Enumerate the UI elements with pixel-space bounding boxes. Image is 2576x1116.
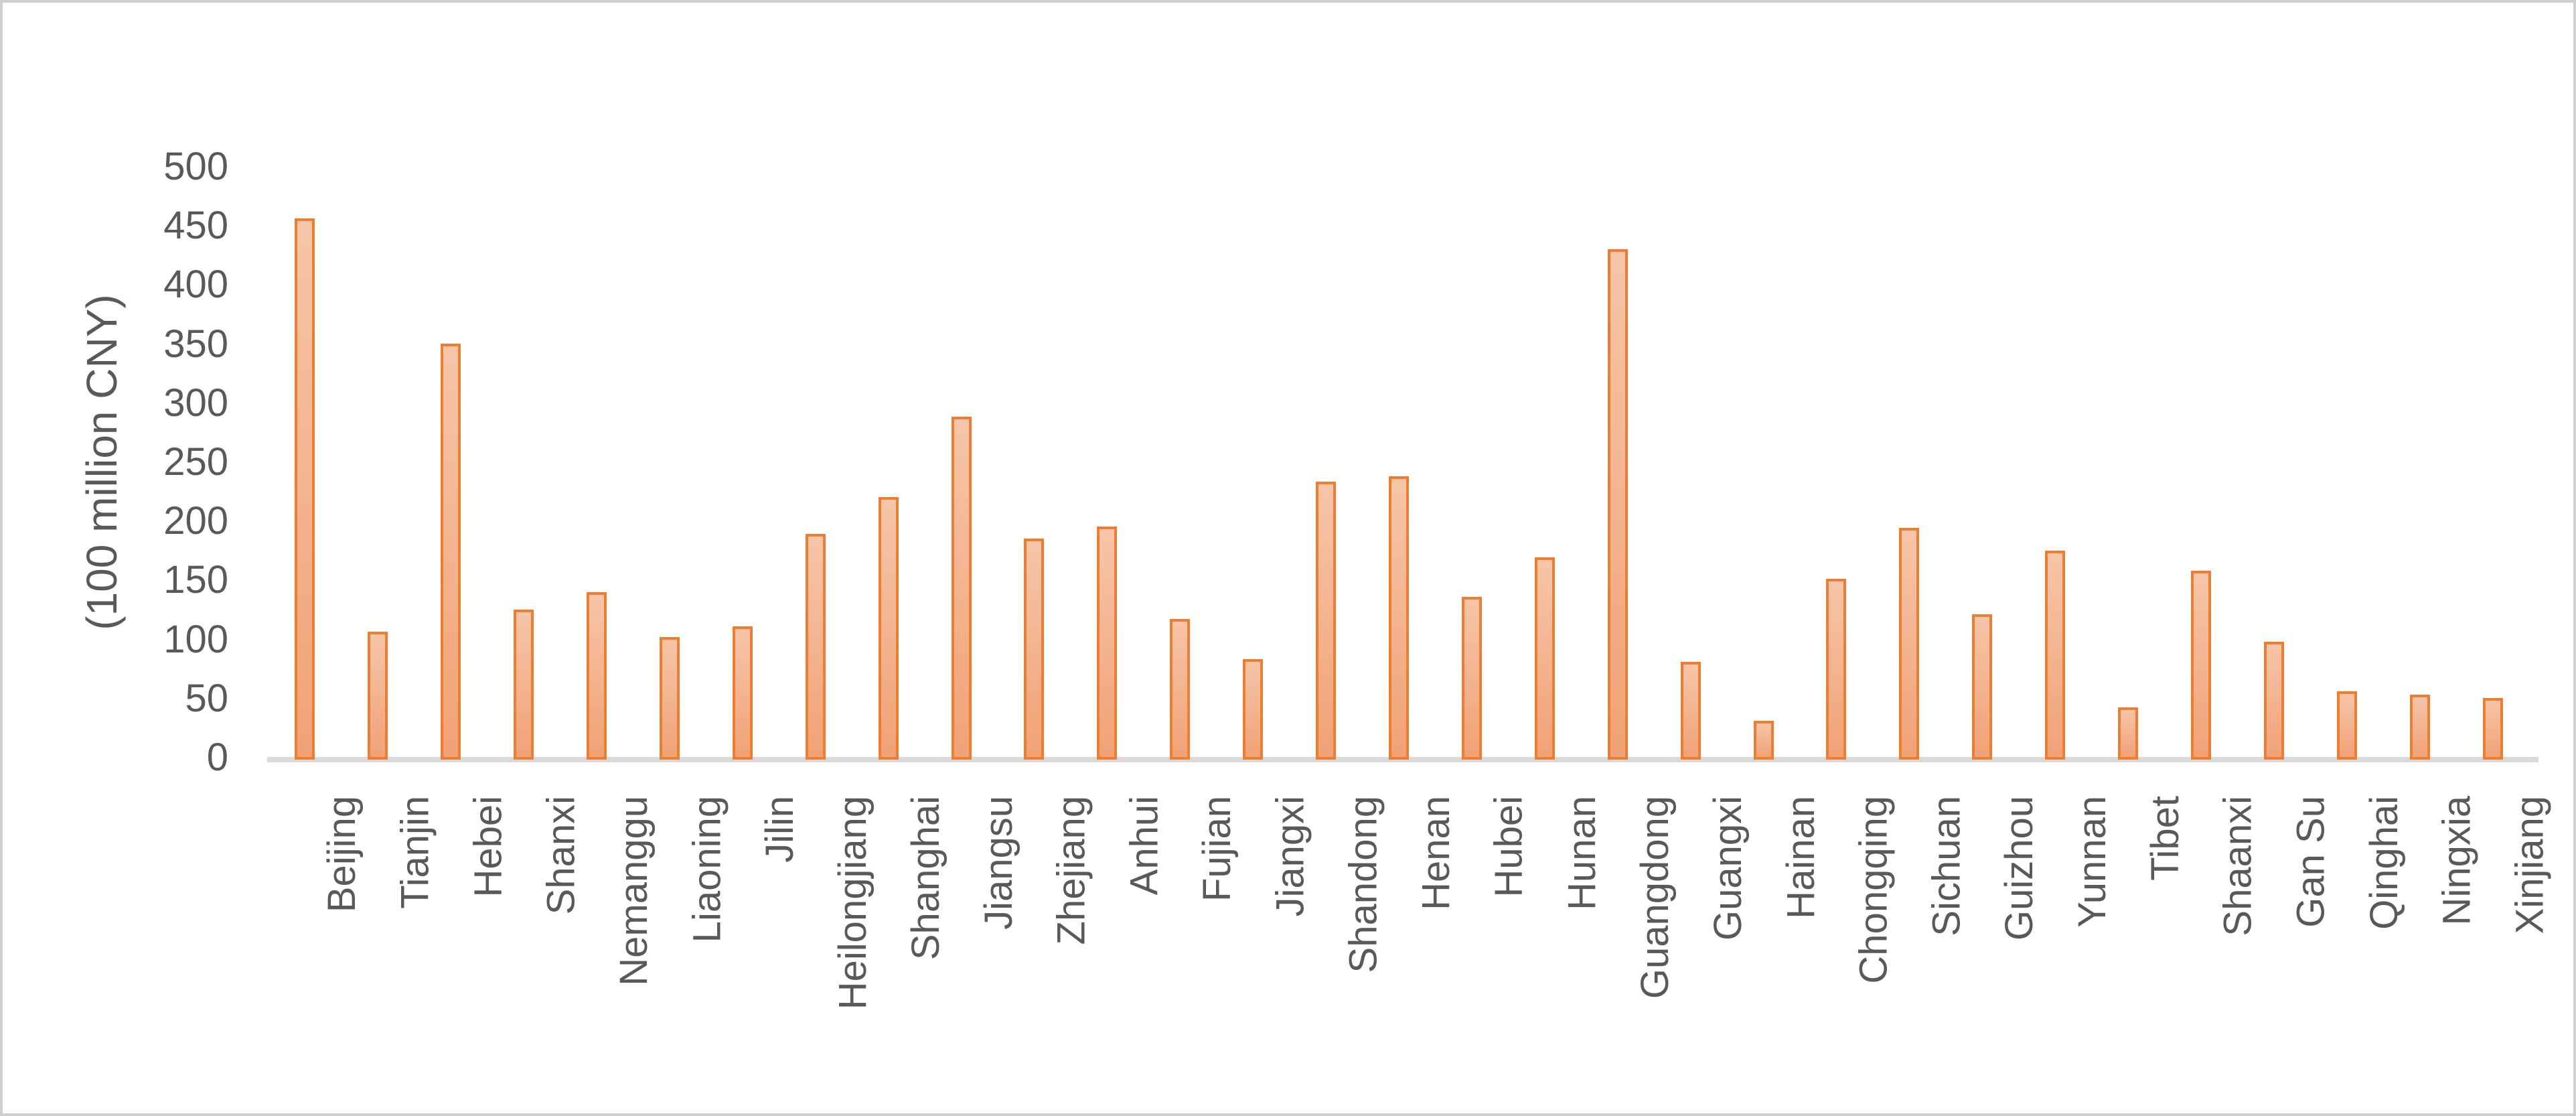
x-axis-line	[267, 757, 2539, 762]
x-tick-label-beijing: Beijing	[320, 796, 364, 913]
x-tick-label-guizhou: Guizhou	[1997, 796, 2042, 941]
bar-henan	[1389, 476, 1409, 760]
x-tick-label-qinghai: Qinghai	[2362, 796, 2406, 930]
x-tick-label-liaoning: Liaoning	[684, 796, 729, 943]
bar-liaoning	[660, 637, 680, 760]
bar-hebei	[441, 344, 461, 760]
x-tick-label-shanghai: Shanghai	[903, 796, 948, 961]
x-tick-label-fujian: Fujian	[1195, 796, 1239, 902]
bar-qinghai	[2337, 691, 2357, 760]
bar-heilongjiang	[806, 534, 826, 760]
bar-hainan	[1754, 721, 1774, 760]
x-tick-label-yunnan: Yunnan	[2070, 796, 2115, 928]
x-tick-label-jilin: Jilin	[757, 796, 802, 863]
bar-beijing	[295, 218, 315, 760]
x-tick-label-hubei: Hubei	[1487, 796, 1531, 898]
bar-sichuan	[1899, 528, 1919, 760]
bar-gan-su	[2264, 642, 2284, 760]
x-tick-label-xinjiang: Xinjiang	[2508, 796, 2552, 934]
x-tick-label-nemanggu: Nemanggu	[612, 796, 656, 986]
x-tick-label-hebei: Hebei	[466, 796, 510, 898]
bar-hunan	[1535, 557, 1555, 760]
bar-guangxi	[1681, 662, 1701, 760]
bar-tibet	[2118, 707, 2138, 760]
y-tick-label: 500	[163, 145, 228, 188]
x-tick-label-jiangxi: Jiangxi	[1268, 796, 1312, 917]
x-tick-label-shandong: Shandong	[1341, 796, 1385, 973]
y-tick-label: 400	[163, 263, 228, 307]
y-tick-label: 250	[163, 440, 228, 484]
bar-shaanxi	[2191, 571, 2211, 760]
x-tick-label-hunan: Hunan	[1560, 796, 1604, 910]
bar-nemanggu	[587, 592, 607, 760]
bar-yunnan	[2045, 551, 2065, 760]
x-tick-label-tianjin: Tianjin	[393, 796, 437, 909]
x-tick-label-heilongjiang: Heilongjiang	[830, 796, 875, 1010]
bar-zhejiang	[1024, 539, 1044, 760]
y-tick-label: 200	[163, 499, 228, 543]
bar-hubei	[1462, 597, 1482, 760]
x-tick-label-zhejiang: Zhejiang	[1049, 796, 1093, 945]
bar-shanxi	[514, 610, 534, 760]
plot-area: 0 50 100 150 200 250 300 350 400 450 500 Beijing Tia…	[3, 3, 2573, 1113]
bar-jiangxi	[1243, 659, 1263, 760]
x-tick-label-chongqing: Chongqing	[1851, 796, 1896, 984]
y-tick-label: 450	[163, 204, 228, 248]
bar-shanghai	[879, 497, 899, 760]
x-tick-label-ningxia: Ningxia	[2435, 796, 2479, 926]
bar-fujian	[1170, 619, 1190, 760]
bar-jiangsu	[952, 417, 972, 760]
y-tick-label: 100	[163, 617, 228, 661]
x-tick-label-gan-su: Gan Su	[2289, 796, 2333, 928]
bar-shandong	[1316, 482, 1336, 760]
x-tick-label-guangdong: Guangdong	[1633, 796, 1677, 999]
bar-anhui	[1097, 527, 1117, 760]
y-tick-label: 0	[206, 736, 228, 779]
x-tick-label-tibet: Tibet	[2143, 796, 2188, 881]
x-tick-label-guangxi: Guangxi	[1706, 796, 1750, 941]
bar-xinjiang	[2483, 698, 2503, 760]
x-tick-label-henan: Henan	[1414, 796, 1458, 910]
bar-guangdong	[1608, 249, 1628, 760]
bar-jilin	[733, 626, 753, 760]
y-tick-label: 350	[163, 322, 228, 366]
x-tick-label-hainan: Hainan	[1778, 796, 1823, 919]
bar-chongqing	[1826, 579, 1846, 760]
x-tick-label-shanxi: Shanxi	[539, 796, 583, 915]
x-tick-label-jiangsu: Jiangsu	[976, 796, 1020, 930]
y-tick-label: 50	[185, 676, 228, 720]
bar-guizhou	[1972, 614, 1992, 760]
y-tick-label: 300	[163, 380, 228, 425]
x-tick-label-sichuan: Sichuan	[1924, 796, 1969, 936]
y-tick-label: 150	[163, 558, 228, 602]
bar-tianjin	[368, 632, 388, 760]
x-tick-label-anhui: Anhui	[1122, 796, 1166, 896]
bar-ningxia	[2410, 695, 2430, 760]
x-tick-label-shaanxi: Shaanxi	[2216, 796, 2260, 936]
